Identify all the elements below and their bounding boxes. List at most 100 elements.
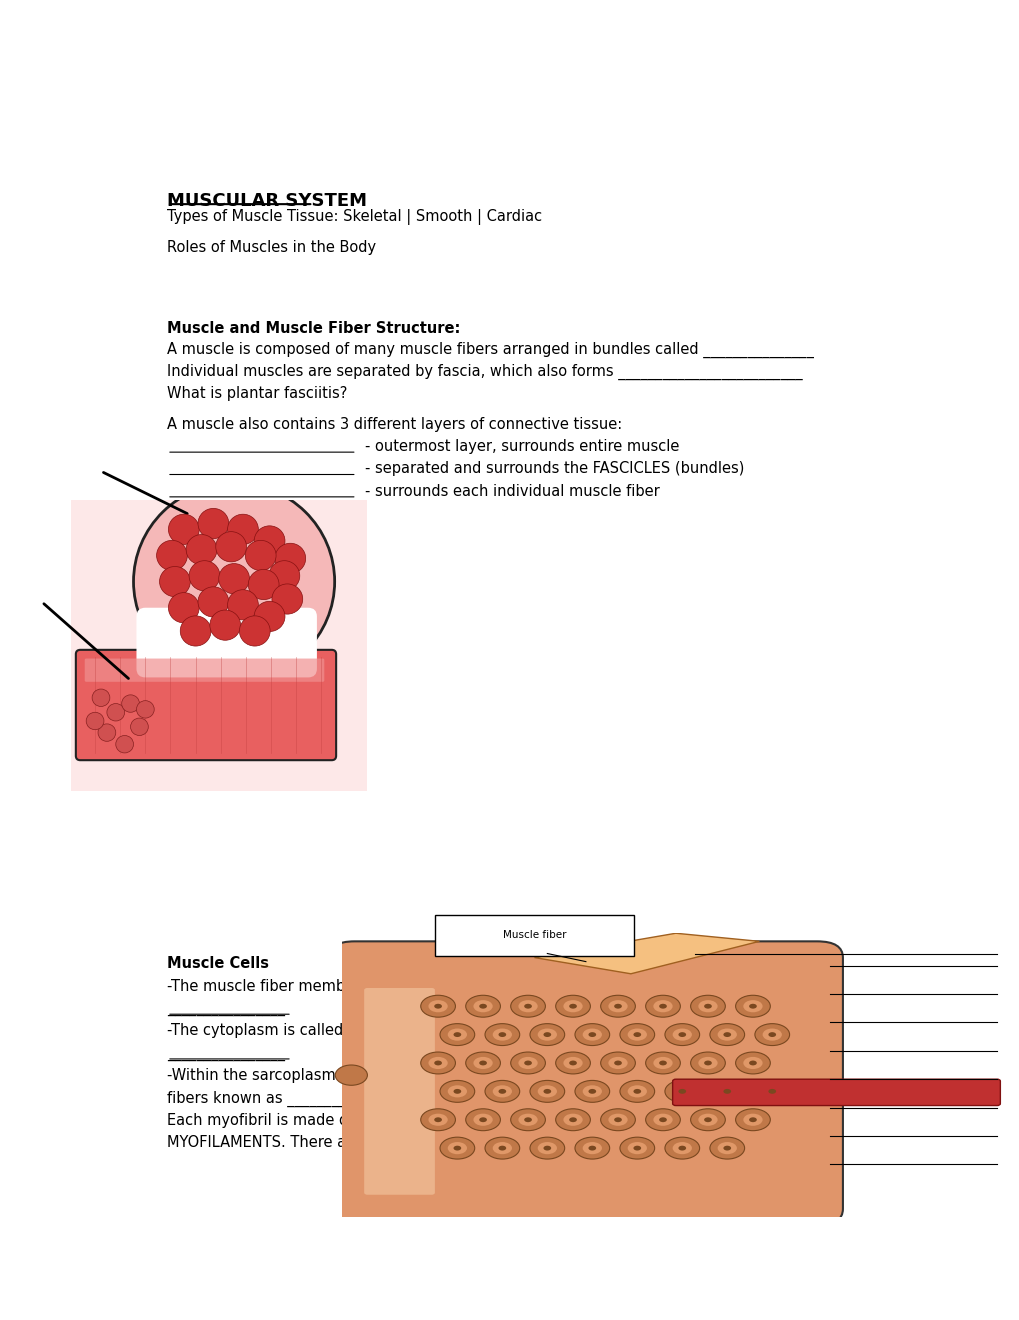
Circle shape (709, 1137, 744, 1159)
Text: Muscle fiber: Muscle fiber (502, 931, 566, 940)
Circle shape (484, 1080, 520, 1102)
Circle shape (653, 1001, 672, 1012)
Text: MYOFILAMENTS. There are two types:: MYOFILAMENTS. There are two types: (167, 1135, 441, 1150)
Circle shape (600, 1052, 635, 1074)
Circle shape (492, 1142, 512, 1154)
Circle shape (582, 1085, 601, 1097)
FancyBboxPatch shape (672, 1080, 1000, 1106)
Circle shape (555, 1109, 590, 1131)
Circle shape (607, 1057, 627, 1069)
Circle shape (484, 1023, 520, 1045)
Circle shape (420, 1052, 455, 1074)
Circle shape (218, 564, 250, 594)
Circle shape (530, 1080, 565, 1102)
Circle shape (168, 593, 199, 623)
Circle shape (575, 1137, 609, 1159)
Circle shape (748, 1003, 756, 1008)
Circle shape (690, 1109, 725, 1131)
Text: Roles of Muscles in the Body: Roles of Muscles in the Body (167, 240, 376, 255)
Circle shape (275, 544, 306, 573)
Circle shape (627, 1085, 646, 1097)
Text: MUSCULAR SYSTEM: MUSCULAR SYSTEM (167, 191, 367, 210)
Circle shape (537, 1028, 556, 1040)
Circle shape (664, 1137, 699, 1159)
Circle shape (543, 1146, 550, 1151)
Circle shape (762, 1085, 782, 1097)
FancyBboxPatch shape (328, 941, 842, 1225)
Circle shape (121, 694, 140, 713)
Circle shape (703, 1003, 711, 1008)
Circle shape (620, 1137, 654, 1159)
Circle shape (698, 1057, 717, 1069)
Circle shape (92, 689, 110, 706)
Circle shape (186, 535, 217, 565)
Circle shape (722, 1089, 731, 1094)
Text: -The cytoplasm is called: -The cytoplasm is called (167, 1023, 343, 1039)
Circle shape (473, 1114, 492, 1126)
Circle shape (159, 566, 191, 597)
Circle shape (428, 1114, 447, 1126)
Circle shape (420, 995, 455, 1018)
Circle shape (620, 1023, 654, 1045)
Text: A muscle also contains 3 different layers of connective tissue:: A muscle also contains 3 different layer… (167, 417, 622, 432)
Circle shape (107, 704, 124, 721)
Circle shape (575, 1080, 609, 1102)
FancyBboxPatch shape (364, 987, 434, 1195)
Circle shape (180, 616, 211, 645)
Circle shape (627, 1142, 646, 1154)
FancyBboxPatch shape (85, 659, 324, 682)
Circle shape (690, 1052, 725, 1074)
Circle shape (748, 1117, 756, 1122)
Circle shape (439, 1023, 474, 1045)
Text: Muscle Cells: Muscle Cells (167, 956, 269, 972)
Text: What is plantar fasciitis?: What is plantar fasciitis? (167, 385, 347, 401)
Circle shape (555, 995, 590, 1018)
Circle shape (709, 1080, 744, 1102)
Circle shape (116, 735, 133, 752)
Circle shape (168, 515, 199, 544)
Circle shape (524, 1003, 531, 1008)
Circle shape (511, 1052, 545, 1074)
Circle shape (473, 1057, 492, 1069)
Circle shape (254, 525, 284, 556)
Circle shape (620, 1080, 654, 1102)
Circle shape (543, 1089, 550, 1094)
Circle shape (690, 995, 725, 1018)
Circle shape (588, 1032, 595, 1038)
Circle shape (645, 995, 680, 1018)
Circle shape (269, 561, 300, 591)
Circle shape (627, 1028, 646, 1040)
Circle shape (754, 1023, 789, 1045)
Circle shape (157, 540, 187, 570)
Circle shape (447, 1028, 467, 1040)
Text: A muscle is composed of many muscle fibers arranged in bundles called __________: A muscle is composed of many muscle fibe… (167, 342, 813, 358)
Circle shape (498, 1032, 505, 1038)
Circle shape (492, 1028, 512, 1040)
Text: - separated and surrounds the FASCICLES (bundles): - separated and surrounds the FASCICLES … (365, 461, 743, 477)
Circle shape (709, 1023, 744, 1045)
Circle shape (198, 587, 228, 616)
Circle shape (653, 1057, 672, 1069)
Circle shape (210, 610, 240, 640)
Circle shape (453, 1146, 461, 1151)
Circle shape (569, 1117, 577, 1122)
Circle shape (530, 1137, 565, 1159)
Circle shape (658, 1060, 666, 1065)
Circle shape (678, 1089, 686, 1094)
Circle shape (658, 1117, 666, 1122)
Circle shape (588, 1146, 595, 1151)
FancyBboxPatch shape (434, 915, 634, 956)
Circle shape (473, 1001, 492, 1012)
Text: Muscle and Muscle Fiber Structure:: Muscle and Muscle Fiber Structure: (167, 321, 460, 337)
Circle shape (562, 1001, 582, 1012)
Circle shape (613, 1003, 622, 1008)
Text: -The muscle fiber membrane is called the: -The muscle fiber membrane is called the (167, 978, 472, 994)
Circle shape (613, 1117, 622, 1122)
Circle shape (588, 1089, 595, 1094)
Circle shape (664, 1023, 699, 1045)
Circle shape (87, 713, 104, 730)
Circle shape (453, 1032, 461, 1038)
Circle shape (735, 1109, 769, 1131)
Circle shape (189, 561, 220, 591)
Circle shape (428, 1057, 447, 1069)
